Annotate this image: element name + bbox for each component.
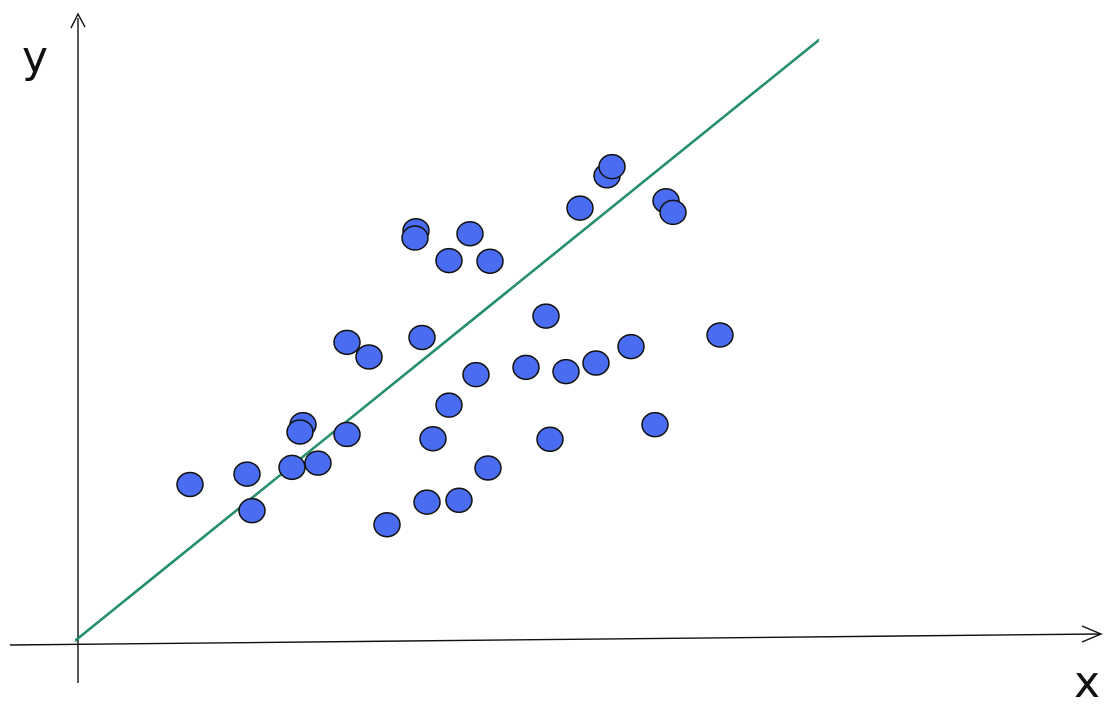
data-point (286, 419, 314, 445)
data-point (512, 354, 540, 381)
data-point (456, 220, 484, 247)
data-point (413, 489, 441, 515)
data-point (176, 471, 204, 498)
data-point (617, 333, 645, 360)
data-point (582, 350, 610, 376)
data-point (536, 426, 564, 453)
y-axis-label: y (22, 32, 48, 83)
data-point (445, 487, 473, 514)
data-point (238, 497, 266, 524)
data-point (333, 329, 361, 356)
data-point (659, 199, 687, 226)
data-point (476, 248, 504, 274)
data-point (373, 511, 401, 538)
points-group (176, 153, 734, 538)
data-point (355, 344, 383, 370)
data-point (462, 361, 490, 388)
x-axis-label: x (1074, 657, 1100, 708)
trend-line (74, 38, 820, 641)
data-point (641, 411, 669, 438)
data-point (278, 454, 306, 481)
data-point (304, 450, 332, 476)
data-point (401, 225, 429, 251)
data-point (566, 195, 594, 221)
data-point (435, 392, 463, 418)
data-point (333, 421, 361, 448)
data-point (435, 247, 463, 274)
data-point (598, 153, 626, 180)
data-point (532, 303, 560, 329)
data-point (233, 461, 261, 487)
trend-line-group (74, 38, 820, 643)
x-axis-arrow (1081, 625, 1103, 643)
axes (9, 12, 1103, 684)
data-point (474, 455, 502, 481)
x-axis-line (9, 633, 1101, 646)
y-axis-arrow (70, 12, 86, 29)
data-point (706, 322, 734, 348)
data-point (552, 358, 580, 385)
data-point (408, 324, 436, 351)
trend-line-shadow (74, 40, 820, 643)
data-point (419, 425, 447, 452)
